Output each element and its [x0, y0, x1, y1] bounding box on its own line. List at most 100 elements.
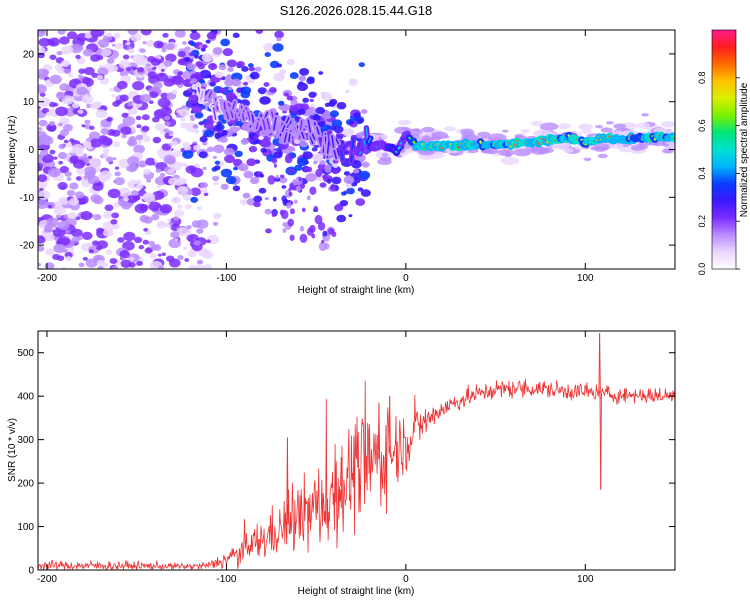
- spectrogram-blob: [258, 187, 267, 194]
- spectrogram-blob: [156, 185, 161, 189]
- spectrogram-blob: [317, 221, 326, 231]
- spectrogram-blob: [289, 234, 295, 241]
- spectrogram-blob: [279, 174, 285, 179]
- spectrogram-blob: [97, 265, 104, 269]
- spectrogram-blob: [213, 124, 223, 132]
- spectrogram-blob: [540, 122, 559, 131]
- spectrogram-blob: [220, 183, 229, 190]
- spectrogram-blob: [171, 196, 181, 204]
- spectrogram-blob: [66, 142, 73, 148]
- spectrogram-ytick-label: -10: [20, 193, 35, 204]
- spectrogram-blob: [138, 244, 145, 250]
- spectrogram-blob: [460, 128, 474, 135]
- spectrogram-blob: [264, 208, 272, 215]
- spectrogram-blob: [196, 228, 204, 234]
- spectrogram-blob: [358, 170, 371, 180]
- spectrogram-blob: [331, 176, 342, 185]
- spectrogram-blob: [38, 97, 51, 107]
- spectrogram-blob: [177, 226, 190, 237]
- spectrogram-blob: [194, 264, 206, 269]
- spectrogram-blob: [412, 128, 421, 132]
- spectrogram-blob: [274, 176, 281, 182]
- spectrogram-blob: [95, 109, 108, 119]
- spectrogram-blob: [214, 160, 221, 165]
- spectrogram-blob: [348, 78, 359, 86]
- snr-xtick-label: 0: [403, 574, 409, 585]
- spectrogram-blob: [444, 126, 456, 132]
- snr-spikes: [286, 333, 602, 525]
- spectrogram-blob: [174, 238, 179, 242]
- spectrogram-blob: [86, 86, 93, 91]
- spectrogram-blob: [333, 125, 344, 134]
- spectrogram-blob: [191, 105, 203, 114]
- spectrogram-blob: [299, 103, 310, 111]
- spectrogram-blob: [63, 249, 68, 253]
- spectrogram-blob: [222, 19, 231, 26]
- spectrogram-blob: [119, 69, 129, 77]
- spectrogram-blob: [246, 77, 255, 84]
- spectrogram-blob: [69, 182, 79, 190]
- spectrogram-blob: [90, 54, 101, 62]
- spectrogram-blob: [61, 45, 74, 55]
- spectrogram-blob: [182, 150, 194, 159]
- spectrogram-blob: [306, 77, 315, 85]
- spectrogram-blob: [276, 63, 283, 68]
- spectrogram-blob: [46, 38, 52, 43]
- spectrogram-blob: [192, 6, 202, 14]
- spectrogram-blob: [137, 140, 142, 144]
- spectrogram-blob: [133, 194, 141, 201]
- spectrogram-y-label: Frequency (Hz): [7, 116, 18, 185]
- spectrogram-blob: [151, 213, 160, 221]
- spectrogram-blob: [142, 41, 147, 45]
- spectrogram-blob: [178, 162, 184, 167]
- spectrogram-blob: [49, 149, 56, 155]
- spectrogram-blob: [273, 151, 283, 159]
- spectrogram-blob: [334, 204, 344, 212]
- spectrogram-ridge-segment: [341, 145, 346, 150]
- spectrogram-blob: [184, 57, 191, 63]
- spectrogram-blob: [78, 74, 83, 78]
- spectrogram-blob: [112, 157, 117, 161]
- spectrogram-blob: [264, 52, 271, 58]
- spectrogram-xtick-label: 100: [577, 273, 594, 284]
- spectrogram-blob: [259, 174, 265, 178]
- spectrogram-blob: [182, 41, 187, 45]
- spectrogram-blob: [322, 230, 328, 237]
- spectrogram-blob: [177, 255, 184, 261]
- spectrogram-blob: [78, 262, 85, 268]
- spectrogram-blob: [309, 224, 316, 233]
- spectrogram-blob: [59, 36, 70, 45]
- spectrogram-ridge-segment: [232, 100, 236, 110]
- spectrogram-blob: [153, 81, 163, 89]
- spectrogram-blob: [104, 204, 114, 212]
- spectrogram-blob: [357, 187, 364, 192]
- spectrogram-blob: [234, 150, 243, 158]
- spectrogram-blob: [218, 87, 226, 94]
- spectrogram-blob: [226, 73, 232, 78]
- spectrogram-blob: [38, 30, 46, 37]
- spectrogram-blob: [253, 201, 261, 208]
- spectrogram-blob: [69, 138, 75, 143]
- spectrogram-blob: [158, 265, 164, 269]
- spectrogram-blob: [195, 61, 203, 67]
- spectrogram-blob: [254, 66, 262, 72]
- spectrogram-blob: [56, 50, 63, 56]
- spectrogram-blob: [163, 115, 171, 121]
- spectrogram-blob: [272, 196, 277, 202]
- spectrogram-blob: [206, 31, 217, 40]
- spectrogram-blob: [289, 72, 299, 80]
- spectrogram-blob: [247, 63, 254, 68]
- spectrogram-blob: [282, 228, 287, 233]
- spectrogram-blob: [240, 138, 249, 145]
- spectrogram-blob: [348, 214, 353, 218]
- spectrogram-blob: [51, 226, 57, 230]
- spectrogram-blob: [238, 163, 249, 172]
- spectrogram-blob: [192, 124, 199, 129]
- spectrogram-blob: [38, 199, 49, 210]
- spectrogram-blob: [112, 141, 121, 148]
- spectrogram-blob: [339, 199, 349, 207]
- spectrogram-blob: [110, 219, 118, 225]
- spectrogram-blob: [487, 133, 507, 142]
- spectrogram-blob: [260, 147, 268, 153]
